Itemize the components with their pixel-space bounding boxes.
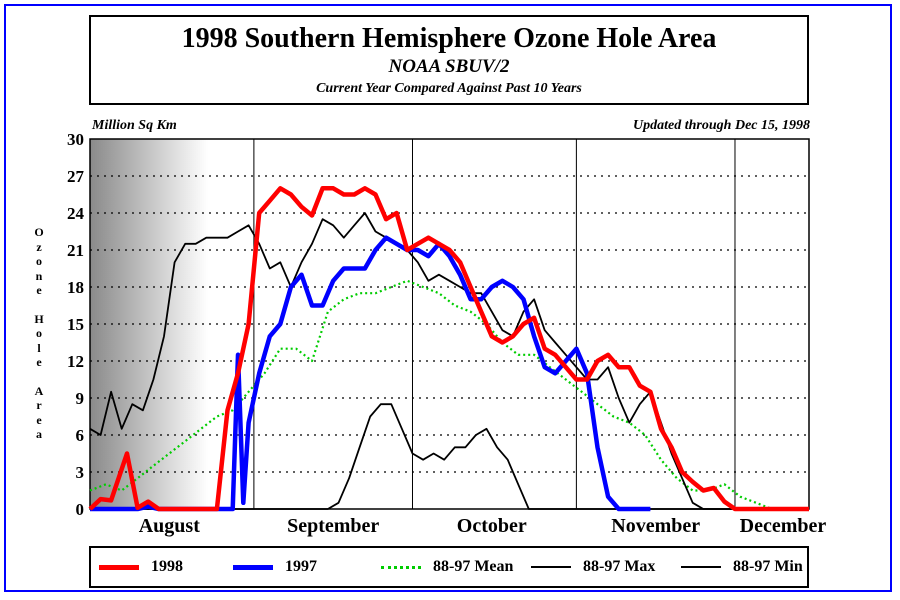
legend: 1998 1997 88-97 Mean 88-97 Max 88-97 Min bbox=[89, 546, 809, 588]
legend-swatch bbox=[681, 566, 721, 569]
y-axis-label-letter: e bbox=[36, 283, 42, 297]
legend-label: 1997 bbox=[285, 558, 317, 575]
y-axis-label-letter: o bbox=[36, 254, 42, 268]
title-box: 1998 Southern Hemisphere Ozone Hole Area… bbox=[89, 15, 809, 105]
y-tick-label: 15 bbox=[67, 315, 84, 334]
y-tick-label: 30 bbox=[67, 130, 84, 149]
y-axis-label-letter: n bbox=[35, 268, 43, 283]
legend-item: 88-97 Max bbox=[531, 558, 655, 576]
y-tick-label: 21 bbox=[67, 241, 84, 260]
updated-label: Updated through Dec 15, 1998 bbox=[633, 118, 810, 133]
y-tick-label: 24 bbox=[67, 204, 85, 223]
legend-label: 88-97 Mean bbox=[433, 558, 514, 575]
series-line-88-97-max bbox=[89, 212, 757, 510]
y-tick-label: 6 bbox=[76, 426, 85, 445]
legend-swatch bbox=[233, 564, 273, 570]
legend-label: 88-97 Min bbox=[733, 558, 803, 575]
chart-subtitle: NOAA SBUV/2 bbox=[388, 56, 510, 77]
plot-area bbox=[89, 138, 810, 510]
y-axis-label-letter: z bbox=[36, 239, 42, 254]
y-tick-label: 12 bbox=[67, 352, 84, 371]
units-label: Million Sq Km bbox=[92, 118, 177, 133]
y-axis-label-letter: o bbox=[36, 326, 42, 340]
legend-item: 1998 bbox=[99, 558, 183, 576]
chart-subtitle-secondary: Current Year Compared Against Past 10 Ye… bbox=[316, 81, 582, 96]
chart-title: 1998 Southern Hemisphere Ozone Hole Area bbox=[181, 23, 717, 54]
legend-label: 88-97 Max bbox=[583, 558, 656, 575]
series-line-88-97-min bbox=[90, 403, 809, 510]
x-month-label: October bbox=[457, 515, 527, 537]
y-axis-label-letter: A bbox=[34, 383, 44, 398]
y-axis-label-letter: a bbox=[36, 427, 42, 441]
y-tick-label: 3 bbox=[76, 463, 85, 482]
outer-frame bbox=[4, 4, 892, 592]
y-axis-label-letter: r bbox=[36, 398, 42, 412]
y-axis-label-letter: H bbox=[34, 311, 44, 326]
legend-swatch bbox=[99, 564, 139, 570]
x-month-label: December bbox=[740, 515, 827, 537]
x-month-label: November bbox=[611, 515, 700, 537]
legend-swatch bbox=[381, 565, 421, 569]
y-axis-label-letter: l bbox=[37, 340, 41, 355]
legend-swatch bbox=[531, 566, 571, 569]
y-axis-label-letter: e bbox=[36, 412, 42, 427]
legend-label: 1998 bbox=[151, 558, 183, 575]
y-tick-label: 18 bbox=[67, 278, 84, 297]
polar-night-shading bbox=[90, 139, 208, 509]
legend-item: 88-97 Mean bbox=[381, 558, 513, 576]
y-tick-label: 27 bbox=[67, 167, 85, 186]
x-month-label: August bbox=[139, 515, 200, 537]
x-month-label: September bbox=[287, 515, 379, 537]
y-axis-label-letter: e bbox=[36, 355, 42, 369]
series-line-1998 bbox=[88, 186, 809, 512]
y-tick-label: 0 bbox=[76, 500, 85, 519]
y-axis-label-letter: O bbox=[34, 225, 44, 239]
y-tick-label: 9 bbox=[76, 389, 85, 408]
legend-item: 88-97 Min bbox=[681, 558, 803, 576]
legend-item: 1997 bbox=[233, 558, 317, 576]
